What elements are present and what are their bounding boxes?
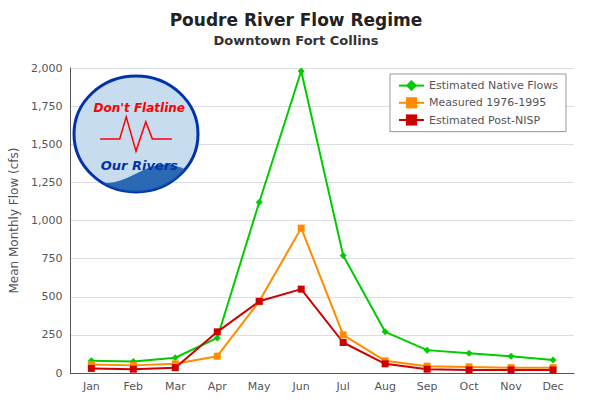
- svg-text:Downtown Fort Collins: Downtown Fort Collins: [213, 33, 378, 48]
- svg-text:1,500: 1,500: [31, 138, 63, 151]
- svg-text:250: 250: [41, 328, 62, 341]
- svg-text:Jan: Jan: [82, 380, 100, 393]
- svg-text:1,000: 1,000: [31, 214, 63, 227]
- svg-text:0: 0: [55, 367, 62, 380]
- svg-text:500: 500: [41, 290, 62, 303]
- svg-text:Nov: Nov: [500, 380, 522, 393]
- svg-text:Apr: Apr: [208, 380, 228, 393]
- svg-text:1,250: 1,250: [31, 176, 63, 189]
- svg-text:Poudre River Flow Regime: Poudre River Flow Regime: [170, 10, 423, 30]
- svg-text:Dec: Dec: [542, 380, 563, 393]
- svg-text:Aug: Aug: [374, 380, 395, 393]
- svg-text:1,750: 1,750: [31, 100, 63, 113]
- svg-text:Our Rivers: Our Rivers: [101, 158, 178, 173]
- svg-text:Mean Monthly Flow (cfs): Mean Monthly Flow (cfs): [7, 147, 21, 293]
- svg-text:Feb: Feb: [124, 380, 143, 393]
- svg-text:Estimated Post-NISP: Estimated Post-NISP: [429, 114, 541, 127]
- svg-text:Sep: Sep: [417, 380, 438, 393]
- svg-text:2,000: 2,000: [31, 62, 63, 75]
- svg-text:Oct: Oct: [460, 380, 480, 393]
- svg-text:Estimated Native Flows: Estimated Native Flows: [429, 79, 558, 92]
- svg-text:750: 750: [41, 252, 62, 265]
- svg-text:Mar: Mar: [165, 380, 186, 393]
- svg-text:May: May: [248, 380, 271, 393]
- svg-text:Jul: Jul: [336, 380, 350, 393]
- svg-text:Jun: Jun: [292, 380, 310, 393]
- svg-text:Measured 1976-1995: Measured 1976-1995: [429, 96, 546, 109]
- svg-text:Don't Flatline: Don't Flatline: [94, 101, 185, 115]
